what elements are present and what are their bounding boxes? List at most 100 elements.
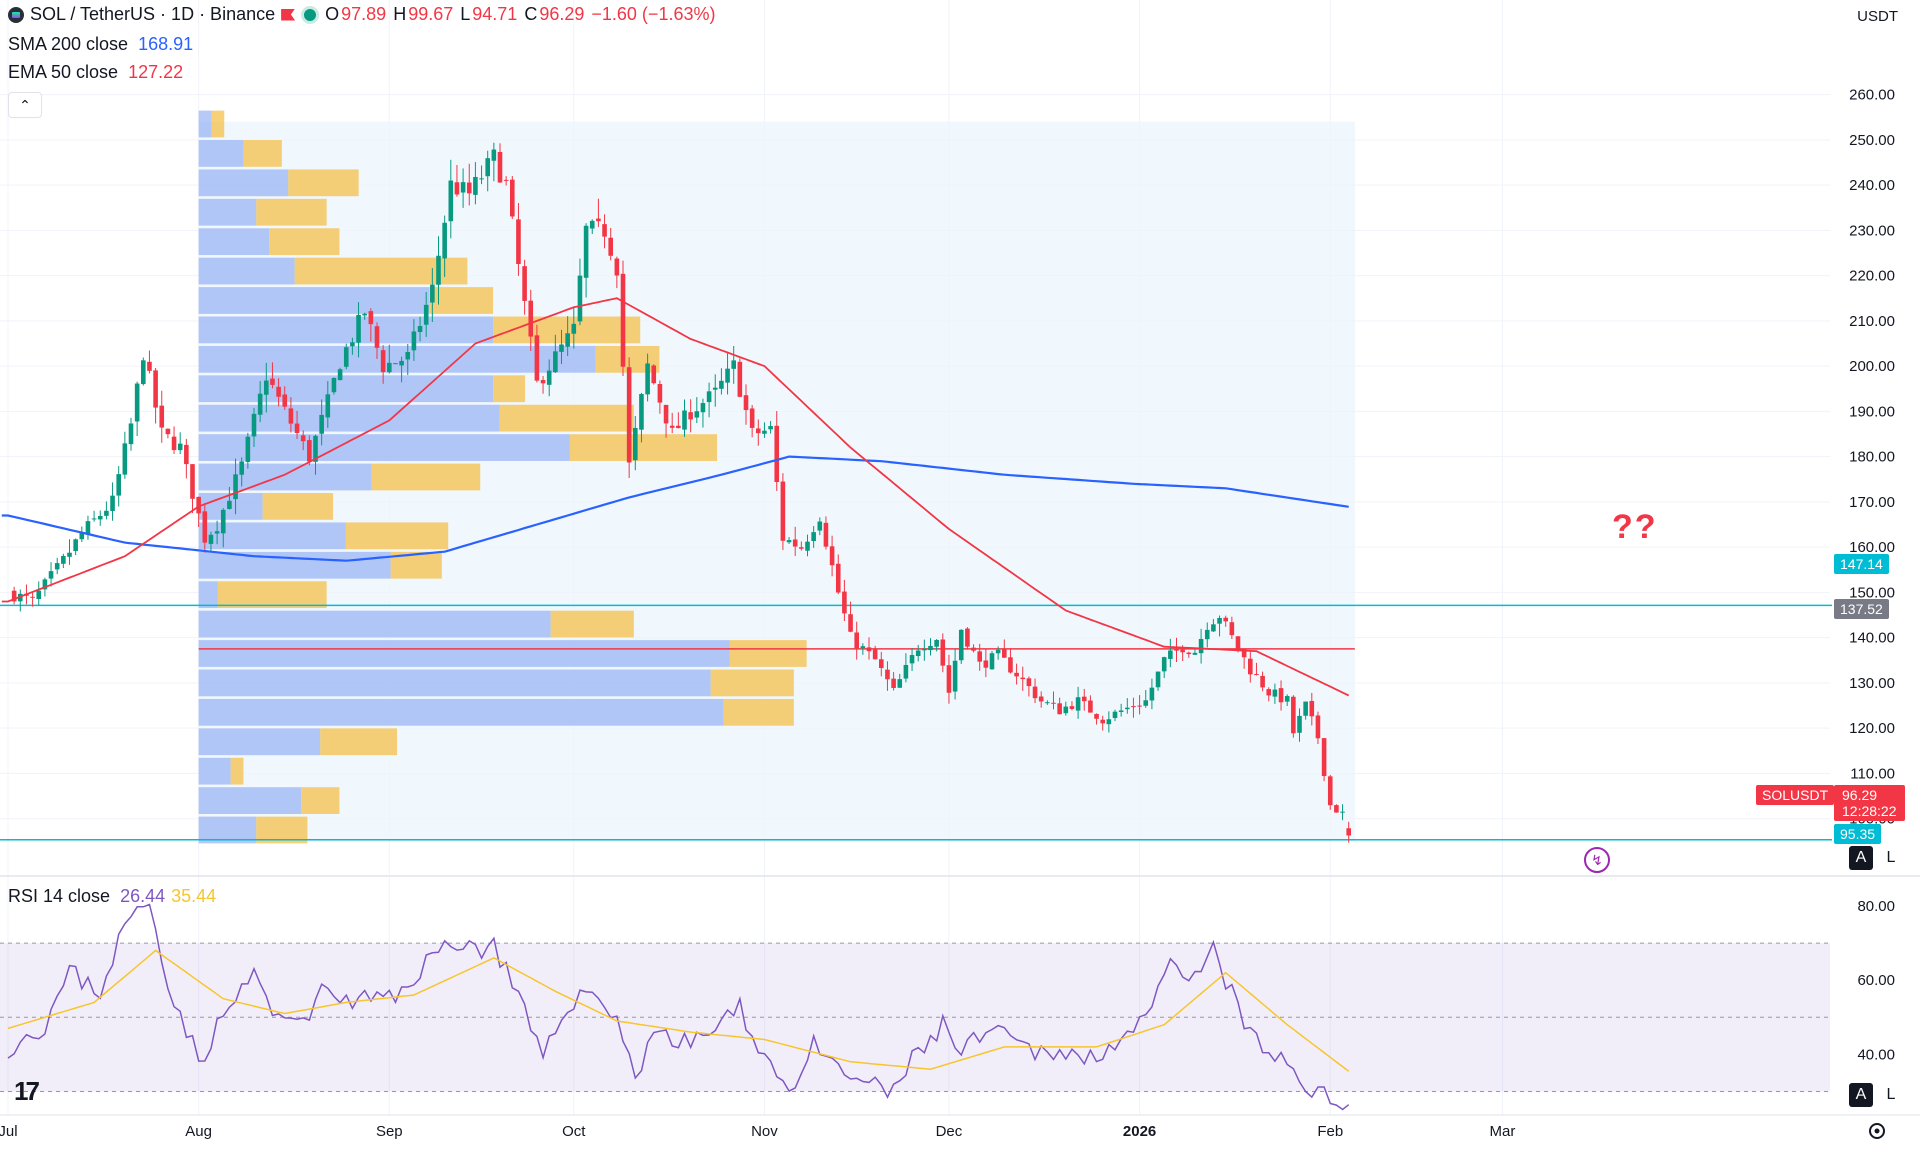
candlesticks [11,142,1351,843]
candle-body [294,423,300,433]
candle-body [1168,650,1173,659]
rsi-legend[interactable]: RSI 14 close 26.44 35.44 [8,886,217,906]
log-scale-button[interactable]: L [1886,849,1896,866]
volume-profile-up-bar [198,551,391,579]
rsi-auto-scale-button[interactable]: A [1849,1083,1873,1107]
candle-body [805,541,810,551]
volume-profile-down-bar [550,610,634,638]
price-tick-label: 220.00 [1849,268,1895,285]
candle-body [854,632,859,649]
price-tick-label: 210.00 [1849,313,1895,330]
candle-body [1198,638,1204,654]
volume-profile-up-bar [198,698,724,726]
candle-body [885,669,890,680]
candle-body [36,590,42,600]
candle-body [1180,649,1185,653]
volume-profile-down-bar [262,493,334,520]
candle-body [147,361,152,371]
candle-body [214,531,220,534]
volume-profile-down-bar [723,698,794,726]
volume-profile-down-bar [301,787,340,814]
candle-body [823,522,829,547]
flag-icon[interactable] [281,8,296,21]
candle-body [577,275,583,322]
candle-body [42,579,48,590]
candle-body [700,403,706,413]
price-tick-label: 240.00 [1849,177,1895,194]
candle-body [1309,701,1315,717]
candle-body [442,222,447,259]
price-axis[interactable]: 100.00110.00120.00130.00140.00150.00160.… [0,87,1920,877]
candle-body [1229,622,1235,636]
currency-label[interactable]: USDT [1857,8,1898,25]
volume-profile-down-bar [710,669,794,697]
candle-body [1340,811,1345,813]
market-open-icon [301,5,320,24]
candle-body [460,182,466,193]
time-tick-label: Dec [936,1123,963,1140]
candle-body [743,395,749,411]
price-tick-label: 120.00 [1849,720,1895,737]
candle-body [448,180,454,222]
time-tick-label: Sep [376,1123,403,1140]
volume-profile-up-bar [198,316,494,344]
candle-body [220,509,226,534]
volume-profile-down-bar [294,257,468,285]
settings-gear-icon[interactable] [1866,1120,1888,1142]
candle-body [768,426,773,430]
time-tick-label: Feb [1317,1123,1343,1140]
candle-body [11,590,17,602]
collapse-legend-button[interactable]: ⌃ [8,92,42,118]
candle-body [669,425,675,428]
candle-body [1106,719,1112,725]
candle-body [54,563,60,570]
volume-profile-down-bar [256,198,327,226]
question-annotation: ?? [1612,508,1658,546]
candle-body [202,511,208,543]
moving-averages [1,297,1350,697]
price-tick-label: 200.00 [1849,358,1895,375]
volume-profile-up-bar [198,640,730,667]
rsi-ma-line [7,949,1350,1072]
candle-body [676,425,681,429]
candle-body [528,300,534,337]
symbol-title[interactable]: SOL / TetherUS · 1D · Binance [30,4,276,24]
candle-body [620,273,626,367]
candle-body [1038,696,1044,702]
volume-profile-up-bar [198,228,270,256]
candle-body [128,423,134,445]
time-axis[interactable]: Jul Aug Sep Oct Nov Dec 2026 Feb Mar [0,1114,1920,1140]
ema-legend[interactable]: EMA 50 close 127.22 [8,62,184,82]
time-tick-label: Oct [562,1123,586,1140]
candle-body [343,347,349,367]
candle-body [909,655,915,664]
candle-body [1254,674,1259,676]
auto-scale-button[interactable]: A [1849,846,1873,870]
candle-body [405,351,411,360]
candle-body [110,495,115,511]
volume-profile-up-bar [198,404,500,432]
rsi-log-scale-button[interactable]: L [1886,1086,1896,1103]
candle-body [1327,776,1333,806]
lightning-icon[interactable]: ↯ [1584,847,1610,873]
rsi-tick-label: 40.00 [1857,1046,1895,1063]
volume-profile [198,110,807,844]
candle-body [1315,715,1321,739]
candle-body [1100,719,1105,724]
candle-body [706,391,712,403]
sma-legend[interactable]: SMA 200 close 168.91 [8,34,194,54]
candle-body [1088,700,1093,713]
candle-body [1297,715,1302,733]
candle-body [399,360,404,366]
candle-body [1204,629,1210,640]
solana-logo-icon [8,6,24,23]
candle-body [208,534,214,544]
candle-body [1155,671,1161,688]
candle-body [737,361,743,397]
volume-profile-down-bar [569,434,718,461]
candle-body [965,628,970,647]
resistance-price-badge: 147.14 [1834,554,1889,574]
candle-body [337,369,343,381]
last-price: 96.29 [1842,787,1878,803]
